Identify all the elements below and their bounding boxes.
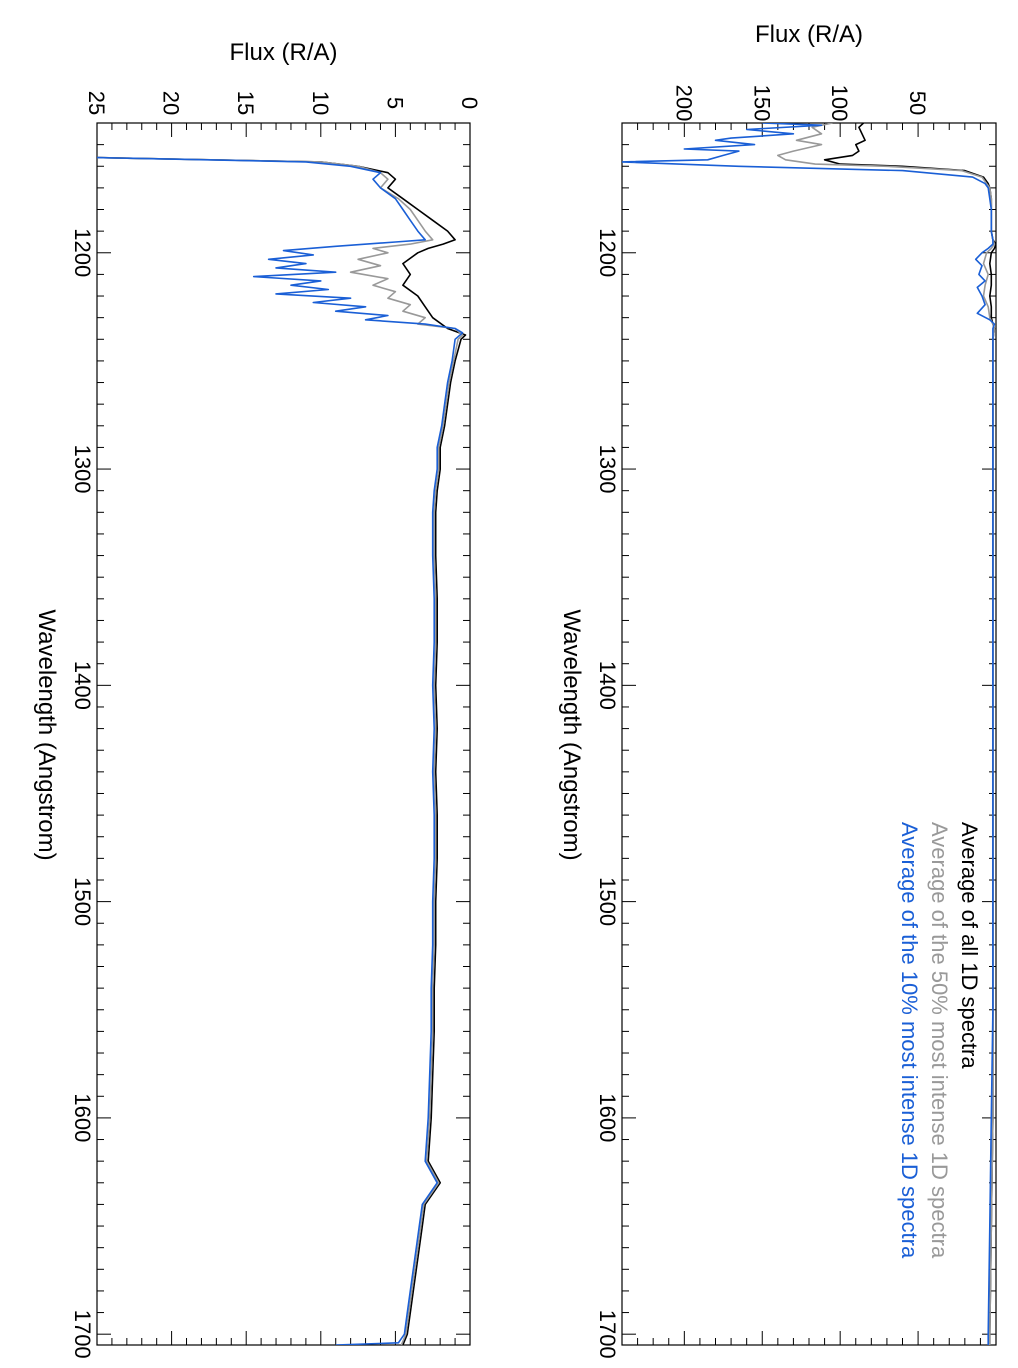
x-tick-label: 1500 bbox=[70, 877, 95, 926]
y-axis-title: Flux (R/A) bbox=[230, 39, 338, 66]
y-tick-label: 10 bbox=[308, 91, 333, 115]
y-tick-label: 150 bbox=[749, 85, 774, 122]
y-tick-label: 25 bbox=[84, 91, 109, 115]
legend-entry: Average of all 1D spectra bbox=[957, 822, 982, 1069]
x-tick-label: 1300 bbox=[70, 445, 95, 494]
x-tick-label: 1700 bbox=[70, 1310, 95, 1359]
y-axis-title: Flux (R/A) bbox=[755, 21, 863, 48]
y-tick-label: 100 bbox=[827, 85, 852, 122]
chart-panel-bottom: 1200 1300 1400 1500 1600 1700 0 5 10 15 20 25 Flux (… bbox=[33, 39, 482, 1359]
series-line-2 bbox=[777, 123, 996, 1345]
x-tick-label: 1200 bbox=[595, 228, 620, 277]
x-tick-label: 1400 bbox=[595, 661, 620, 710]
series-line-1 bbox=[97, 156, 467, 1345]
x-tick-label: 1500 bbox=[595, 877, 620, 926]
legend-entry: Average of the 50% most intense 1D spect… bbox=[927, 822, 952, 1259]
plot-frame bbox=[96, 122, 471, 1346]
x-tick-label: 1600 bbox=[70, 1093, 95, 1142]
y-tick-label: 5 bbox=[382, 97, 407, 109]
x-tick-label: 1700 bbox=[595, 1310, 620, 1359]
y-tick-label: 200 bbox=[671, 85, 696, 122]
x-tick-label: 1300 bbox=[595, 445, 620, 494]
y-tick-label: 0 bbox=[457, 97, 482, 109]
y-tick-label: 20 bbox=[159, 91, 184, 115]
series-line-2 bbox=[97, 156, 464, 1345]
x-tick-label: 1200 bbox=[70, 228, 95, 277]
series-line-3 bbox=[622, 123, 996, 1345]
series-line-3 bbox=[97, 156, 464, 1345]
y-tick-label: 50 bbox=[905, 91, 930, 115]
legend-entry: Average of the 10% most intense 1D spect… bbox=[897, 822, 922, 1259]
chart-panel-top: 1200 1300 1400 1500 1600 1700 50 100 150 200 Flux … bbox=[558, 21, 997, 1359]
y-tick-label: 15 bbox=[233, 91, 258, 115]
x-tick-label: 1400 bbox=[70, 661, 95, 710]
x-axis-title: Wavelength (Angstrom) bbox=[558, 609, 585, 860]
x-axis-title: Wavelength (Angstrom) bbox=[33, 609, 60, 860]
x-tick-label: 1600 bbox=[595, 1093, 620, 1142]
